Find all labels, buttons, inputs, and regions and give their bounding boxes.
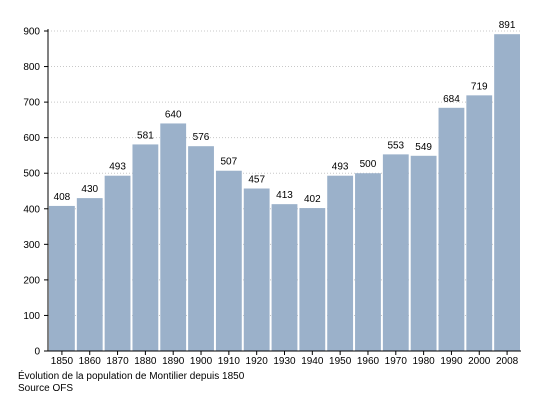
bar-1920 bbox=[243, 188, 270, 351]
x-tick-label-1860: 1860 bbox=[79, 356, 102, 367]
data-label-1940: 402 bbox=[304, 194, 321, 205]
data-label-1900: 576 bbox=[193, 132, 210, 143]
y-tick-label: 0 bbox=[34, 347, 40, 358]
chart-source: Source OFS bbox=[18, 383, 74, 394]
data-label-1910: 507 bbox=[221, 157, 238, 168]
bar-1900 bbox=[188, 146, 214, 351]
bar-1990 bbox=[438, 107, 465, 351]
x-tick-label-1890: 1890 bbox=[162, 356, 185, 367]
x-tick-label-1850: 1850 bbox=[51, 356, 74, 367]
x-tick-label-1900: 1900 bbox=[190, 356, 213, 367]
y-tick-label: 300 bbox=[23, 240, 40, 251]
bar-1860 bbox=[76, 198, 103, 351]
data-label-1930: 413 bbox=[276, 190, 293, 201]
y-tick-label: 100 bbox=[23, 311, 40, 322]
x-tick-label-1870: 1870 bbox=[106, 356, 129, 367]
x-tick-label-1920: 1920 bbox=[246, 356, 269, 367]
data-label-1970: 553 bbox=[387, 140, 404, 151]
bar-1910 bbox=[215, 170, 242, 351]
y-tick-label: 500 bbox=[23, 169, 40, 180]
data-label-1990: 684 bbox=[443, 94, 460, 105]
y-tick-label: 200 bbox=[23, 275, 40, 286]
bar-1890 bbox=[160, 123, 187, 351]
x-tick-label-2000: 2000 bbox=[468, 356, 491, 367]
chart-caption: Évolution de la population de Montilier … bbox=[18, 371, 245, 382]
data-label-1950: 493 bbox=[332, 162, 349, 173]
x-tick-label-1930: 1930 bbox=[273, 356, 296, 367]
bar-1940 bbox=[299, 208, 326, 351]
bar-2000 bbox=[466, 95, 493, 351]
bar-1870 bbox=[104, 175, 131, 351]
y-tick-label: 800 bbox=[23, 62, 40, 73]
bar-1950 bbox=[327, 175, 354, 351]
x-tick-label-1910: 1910 bbox=[218, 356, 241, 367]
bar-1930 bbox=[271, 204, 298, 351]
y-tick-label: 600 bbox=[23, 133, 40, 144]
bar-1850 bbox=[49, 205, 75, 351]
x-tick-label-1940: 1940 bbox=[301, 356, 324, 367]
bar-1980 bbox=[410, 155, 437, 351]
y-tick-label: 900 bbox=[23, 27, 40, 38]
bar-2008 bbox=[494, 34, 520, 351]
x-tick-label-1990: 1990 bbox=[440, 356, 463, 367]
y-tick-label: 400 bbox=[23, 204, 40, 215]
population-bar-chart: 0 100 200 300 400 500 600 700 800 900 408 1850 430 18… bbox=[23, 20, 521, 367]
y-tick-label: 700 bbox=[23, 98, 40, 109]
x-tick-label-1950: 1950 bbox=[329, 356, 352, 367]
data-label-1920: 457 bbox=[248, 175, 265, 186]
data-label-1960: 500 bbox=[360, 159, 377, 170]
data-label-2000: 719 bbox=[471, 81, 488, 92]
bar-1970 bbox=[382, 154, 409, 351]
x-tick-label-1970: 1970 bbox=[385, 356, 408, 367]
x-tick-label-1980: 1980 bbox=[412, 356, 435, 367]
data-label-1860: 430 bbox=[81, 184, 98, 195]
data-label-1870: 493 bbox=[109, 162, 126, 173]
x-tick-label-2008: 2008 bbox=[496, 356, 519, 367]
data-label-1980: 549 bbox=[415, 142, 432, 153]
x-tick-label-1960: 1960 bbox=[357, 356, 380, 367]
bar-1960 bbox=[355, 173, 381, 351]
x-tick-label-1880: 1880 bbox=[134, 356, 157, 367]
data-label-1880: 581 bbox=[137, 130, 154, 141]
bar-1880 bbox=[132, 144, 159, 351]
data-label-1850: 408 bbox=[54, 192, 71, 203]
data-label-2008: 891 bbox=[499, 20, 516, 31]
data-label-1890: 640 bbox=[165, 109, 182, 120]
